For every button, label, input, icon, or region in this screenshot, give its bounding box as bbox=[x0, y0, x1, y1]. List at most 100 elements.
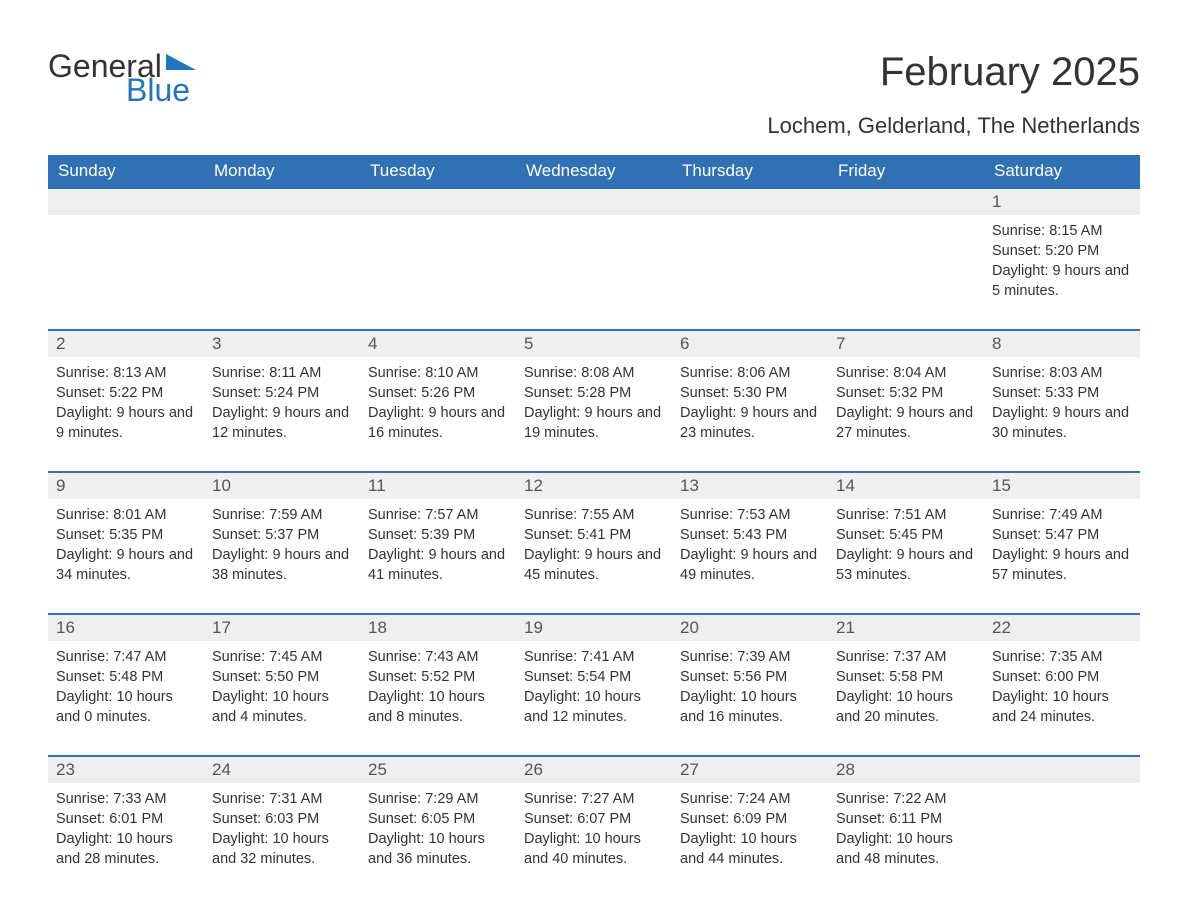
daylight-text: Daylight: 9 hours and 16 minutes. bbox=[368, 403, 508, 443]
day-details: Sunrise: 8:08 AMSunset: 5:28 PMDaylight:… bbox=[516, 357, 672, 451]
sunrise-text: Sunrise: 7:53 AM bbox=[680, 505, 820, 525]
calendar-cell: 10Sunrise: 7:59 AMSunset: 5:37 PMDayligh… bbox=[204, 471, 360, 599]
sunrise-text: Sunrise: 7:41 AM bbox=[524, 647, 664, 667]
daylight-text: Daylight: 10 hours and 4 minutes. bbox=[212, 687, 352, 727]
day-number: 24 bbox=[204, 755, 360, 783]
calendar-cell: 8Sunrise: 8:03 AMSunset: 5:33 PMDaylight… bbox=[984, 329, 1140, 457]
logo: General Blue bbox=[48, 50, 196, 106]
sunrise-text: Sunrise: 7:27 AM bbox=[524, 789, 664, 809]
sunrise-text: Sunrise: 7:33 AM bbox=[56, 789, 196, 809]
week-spacer bbox=[48, 741, 1140, 755]
day-number: 28 bbox=[828, 755, 984, 783]
calendar-cell: 20Sunrise: 7:39 AMSunset: 5:56 PMDayligh… bbox=[672, 613, 828, 741]
day-details: Sunrise: 7:31 AMSunset: 6:03 PMDaylight:… bbox=[204, 783, 360, 877]
month-title: February 2025 bbox=[767, 50, 1140, 95]
day-number: 23 bbox=[48, 755, 204, 783]
day-details: Sunrise: 8:03 AMSunset: 5:33 PMDaylight:… bbox=[984, 357, 1140, 451]
sunset-text: Sunset: 5:22 PM bbox=[56, 383, 196, 403]
sunrise-text: Sunrise: 8:10 AM bbox=[368, 363, 508, 383]
sunset-text: Sunset: 5:39 PM bbox=[368, 525, 508, 545]
day-number: 6 bbox=[672, 329, 828, 357]
day-number bbox=[48, 187, 204, 215]
day-number: 16 bbox=[48, 613, 204, 641]
sunrise-text: Sunrise: 7:51 AM bbox=[836, 505, 976, 525]
calendar-cell bbox=[360, 187, 516, 315]
col-wednesday: Wednesday bbox=[516, 155, 672, 187]
calendar-cell bbox=[984, 755, 1140, 883]
calendar-cell bbox=[48, 187, 204, 315]
day-details: Sunrise: 8:13 AMSunset: 5:22 PMDaylight:… bbox=[48, 357, 204, 451]
calendar-cell bbox=[828, 187, 984, 315]
day-details: Sunrise: 8:06 AMSunset: 5:30 PMDaylight:… bbox=[672, 357, 828, 451]
day-number bbox=[204, 187, 360, 215]
calendar-cell: 23Sunrise: 7:33 AMSunset: 6:01 PMDayligh… bbox=[48, 755, 204, 883]
sunrise-text: Sunrise: 8:08 AM bbox=[524, 363, 664, 383]
day-number: 26 bbox=[516, 755, 672, 783]
sunset-text: Sunset: 5:47 PM bbox=[992, 525, 1132, 545]
sunset-text: Sunset: 6:11 PM bbox=[836, 809, 976, 829]
sunrise-text: Sunrise: 8:01 AM bbox=[56, 505, 196, 525]
daylight-text: Daylight: 9 hours and 19 minutes. bbox=[524, 403, 664, 443]
sunrise-text: Sunrise: 8:11 AM bbox=[212, 363, 352, 383]
day-number: 14 bbox=[828, 471, 984, 499]
sunrise-text: Sunrise: 7:35 AM bbox=[992, 647, 1132, 667]
sunrise-text: Sunrise: 7:24 AM bbox=[680, 789, 820, 809]
week-spacer bbox=[48, 315, 1140, 329]
calendar-cell: 9Sunrise: 8:01 AMSunset: 5:35 PMDaylight… bbox=[48, 471, 204, 599]
day-number: 11 bbox=[360, 471, 516, 499]
day-details: Sunrise: 7:37 AMSunset: 5:58 PMDaylight:… bbox=[828, 641, 984, 735]
col-monday: Monday bbox=[204, 155, 360, 187]
calendar-cell: 15Sunrise: 7:49 AMSunset: 5:47 PMDayligh… bbox=[984, 471, 1140, 599]
sunset-text: Sunset: 5:32 PM bbox=[836, 383, 976, 403]
day-details: Sunrise: 7:49 AMSunset: 5:47 PMDaylight:… bbox=[984, 499, 1140, 593]
sunrise-text: Sunrise: 7:37 AM bbox=[836, 647, 976, 667]
daylight-text: Daylight: 10 hours and 28 minutes. bbox=[56, 829, 196, 869]
sunset-text: Sunset: 5:48 PM bbox=[56, 667, 196, 687]
daylight-text: Daylight: 10 hours and 20 minutes. bbox=[836, 687, 976, 727]
daylight-text: Daylight: 9 hours and 53 minutes. bbox=[836, 545, 976, 585]
sunrise-text: Sunrise: 8:03 AM bbox=[992, 363, 1132, 383]
calendar-cell: 14Sunrise: 7:51 AMSunset: 5:45 PMDayligh… bbox=[828, 471, 984, 599]
day-details bbox=[516, 215, 672, 229]
day-number bbox=[984, 755, 1140, 783]
calendar-week: 9Sunrise: 8:01 AMSunset: 5:35 PMDaylight… bbox=[48, 471, 1140, 599]
day-details: Sunrise: 7:53 AMSunset: 5:43 PMDaylight:… bbox=[672, 499, 828, 593]
day-details: Sunrise: 7:51 AMSunset: 5:45 PMDaylight:… bbox=[828, 499, 984, 593]
calendar-cell: 22Sunrise: 7:35 AMSunset: 6:00 PMDayligh… bbox=[984, 613, 1140, 741]
day-details bbox=[672, 215, 828, 229]
calendar-week: 16Sunrise: 7:47 AMSunset: 5:48 PMDayligh… bbox=[48, 613, 1140, 741]
sunset-text: Sunset: 5:30 PM bbox=[680, 383, 820, 403]
calendar-cell: 5Sunrise: 8:08 AMSunset: 5:28 PMDaylight… bbox=[516, 329, 672, 457]
day-details: Sunrise: 8:15 AMSunset: 5:20 PMDaylight:… bbox=[984, 215, 1140, 309]
week-spacer bbox=[48, 599, 1140, 613]
sunset-text: Sunset: 6:09 PM bbox=[680, 809, 820, 829]
sunset-text: Sunset: 5:33 PM bbox=[992, 383, 1132, 403]
day-number: 9 bbox=[48, 471, 204, 499]
calendar-cell: 2Sunrise: 8:13 AMSunset: 5:22 PMDaylight… bbox=[48, 329, 204, 457]
daylight-text: Daylight: 10 hours and 0 minutes. bbox=[56, 687, 196, 727]
sunset-text: Sunset: 5:35 PM bbox=[56, 525, 196, 545]
calendar-cell: 16 Sunrise: 7:47 AMSunset: 5:48 PMDayligh… bbox=[48, 613, 204, 741]
day-details: Sunrise: 8:01 AMSunset: 5:35 PMDaylight:… bbox=[48, 499, 204, 593]
sunset-text: Sunset: 5:52 PM bbox=[368, 667, 508, 687]
daylight-text: Daylight: 10 hours and 32 minutes. bbox=[212, 829, 352, 869]
day-header-row: Sunday Monday Tuesday Wednesday Thursday… bbox=[48, 155, 1140, 187]
sunset-text: Sunset: 6:03 PM bbox=[212, 809, 352, 829]
day-details: Sunrise: 8:11 AMSunset: 5:24 PMDaylight:… bbox=[204, 357, 360, 451]
sunrise-text: Sunrise: 7:29 AM bbox=[368, 789, 508, 809]
day-number bbox=[516, 187, 672, 215]
sunrise-text: Sunrise: 8:15 AM bbox=[992, 221, 1132, 241]
day-number: 7 bbox=[828, 329, 984, 357]
logo-text-blue: Blue bbox=[126, 74, 196, 106]
day-details: Sunrise: 7:33 AMSunset: 6:01 PMDaylight:… bbox=[48, 783, 204, 877]
daylight-text: Daylight: 9 hours and 23 minutes. bbox=[680, 403, 820, 443]
day-number: 12 bbox=[516, 471, 672, 499]
daylight-text: Daylight: 9 hours and 27 minutes. bbox=[836, 403, 976, 443]
sunrise-text: Sunrise: 7:57 AM bbox=[368, 505, 508, 525]
calendar-cell: 27Sunrise: 7:24 AMSunset: 6:09 PMDayligh… bbox=[672, 755, 828, 883]
daylight-text: Daylight: 10 hours and 36 minutes. bbox=[368, 829, 508, 869]
day-number: 13 bbox=[672, 471, 828, 499]
day-details bbox=[360, 215, 516, 229]
day-number bbox=[672, 187, 828, 215]
sunrise-text: Sunrise: 7:47 AM bbox=[56, 647, 196, 667]
